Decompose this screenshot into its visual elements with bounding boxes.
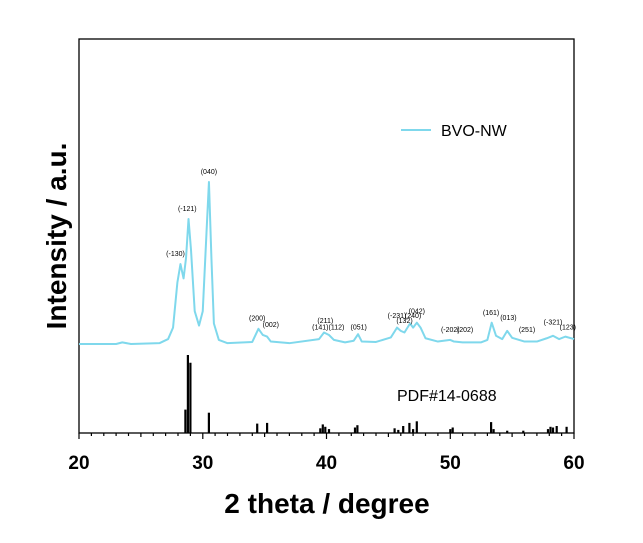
peak-labels: (-130) (-121) (040) (200)(002) (211)(141) (11… (166, 169, 576, 334)
peak-label: (251) (519, 327, 535, 334)
y-axis-title: Intensity / a.u. (41, 143, 72, 330)
peak-label: (-130) (166, 251, 185, 258)
plot-frame (78, 38, 575, 434)
peak-label: (042) (409, 308, 425, 315)
peak-label: (-121) (178, 206, 197, 213)
x-axis-ticks: 20 30 40 50 60 (68, 433, 585, 474)
peak-label: (112) (328, 325, 344, 332)
reference-sticks (184, 355, 568, 433)
peak-label: (240) (405, 313, 421, 320)
legend-label-bvo-nw: BVO-NW (441, 123, 508, 140)
peak-label: (002) (263, 322, 279, 329)
peak-label: (123) (560, 325, 576, 332)
peak-label: (132) (396, 318, 412, 325)
peak-label: (200) (249, 316, 265, 323)
x-tick-label: 50 (440, 453, 461, 474)
reference-label: PDF#14-0688 (397, 388, 497, 405)
peak-label: (051) (351, 325, 367, 332)
x-tick-label: 30 (192, 453, 213, 474)
x-tick-label: 40 (316, 453, 337, 474)
peak-label: (040) (201, 169, 217, 176)
x-tick-label: 60 (563, 453, 584, 474)
peak-label: (141) (312, 325, 328, 332)
peak-label: (013) (500, 315, 516, 322)
legend: BVO-NW (401, 123, 508, 140)
x-axis-title: 2 theta / degree (224, 488, 429, 519)
peak-label: (-202) (441, 327, 460, 334)
peak-label: (211) (317, 318, 333, 325)
peak-label: (161) (483, 310, 499, 317)
peak-label: (202) (457, 327, 473, 334)
peak-label: (-231) (388, 313, 407, 320)
x-tick-label: 20 (68, 453, 89, 474)
peak-label: (-321) (544, 320, 563, 327)
series-line-bvo-nw (79, 181, 575, 345)
